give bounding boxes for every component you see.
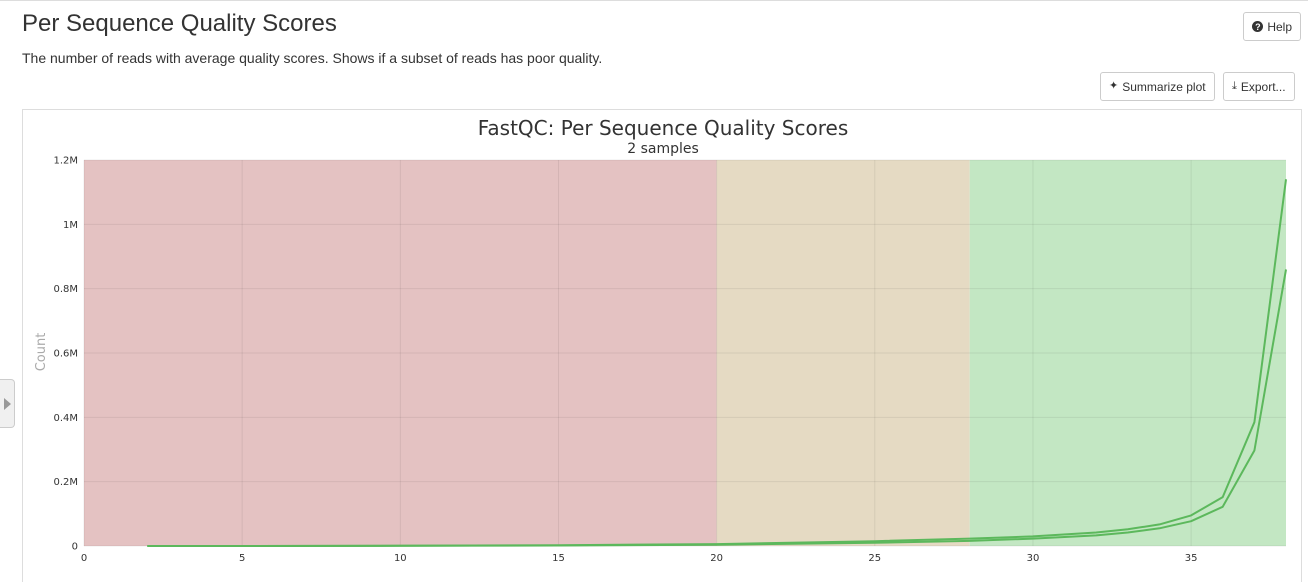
quality-band-1 [716,160,970,546]
x-tick-label-15: 15 [552,553,565,564]
x-tick-label-30: 30 [1027,553,1040,564]
x-tick-label-25: 25 [868,553,881,564]
y-tick-label-0.6M: 0.6M [53,349,78,360]
x-tick-label-35: 35 [1185,553,1198,564]
export-button-label: Export... [1240,79,1286,94]
caret-right-icon [3,397,11,410]
x-tick-label-20: 20 [710,553,723,564]
sidebar-toggle[interactable] [0,379,15,428]
quality-scores-chart: 0 5 10 15 20 25 30 35 0 0.2M 0.4M 0.6M 0.8M 1M 1.2M Fa… [34,116,1287,565]
quality-band-0 [84,160,717,546]
grid-lines [83,159,1286,547]
quality-band-2 [969,160,1286,546]
x-tick-label-0: 0 [81,553,87,564]
quality-bands [84,160,1286,546]
y-axis-label: Count [34,333,49,372]
y-tick-label-0.8M: 0.8M [53,284,78,295]
help-button-label: Help [1267,19,1292,34]
y-tick-label-0: 0 [72,542,78,553]
chart-container: 0 5 10 15 20 25 30 35 0 0.2M 0.4M 0.6M 0.8M 1M 1.2M Fa… [22,109,1302,582]
export-button[interactable]: ⤓ Export... [1223,72,1295,101]
chart-title: FastQC: Per Sequence Quality Scores [478,116,849,140]
summarize-plot-label: Summarize plot [1122,79,1206,94]
summarize-plot-button[interactable]: ✦ Summarize plot [1100,72,1215,101]
axes: 0 5 10 15 20 25 30 35 0 0.2M 0.4M 0.6M 0.8M 1M 1.2M [53,156,1197,565]
y-tick-label-0.4M: 0.4M [53,413,78,424]
chart-subtitle: 2 samples [627,141,699,157]
x-tick-label-5: 5 [239,553,245,564]
section-description: The number of reads with average quality… [22,50,603,66]
page-title: Per Sequence Quality Scores [22,10,337,37]
series-line-2 [147,179,1287,547]
question-circle-icon: ? [1252,21,1264,32]
y-tick-label-0.2M: 0.2M [53,477,78,488]
series-lines [147,179,1287,547]
sparkle-icon: ✦ [1109,80,1119,92]
x-tick-label-10: 10 [394,553,407,564]
y-tick-label-1M: 1M [63,220,78,231]
y-tick-label-1.2M: 1.2M [53,156,78,167]
help-button[interactable]: ? Help [1243,12,1301,41]
download-icon: ⤓ [1232,80,1237,92]
